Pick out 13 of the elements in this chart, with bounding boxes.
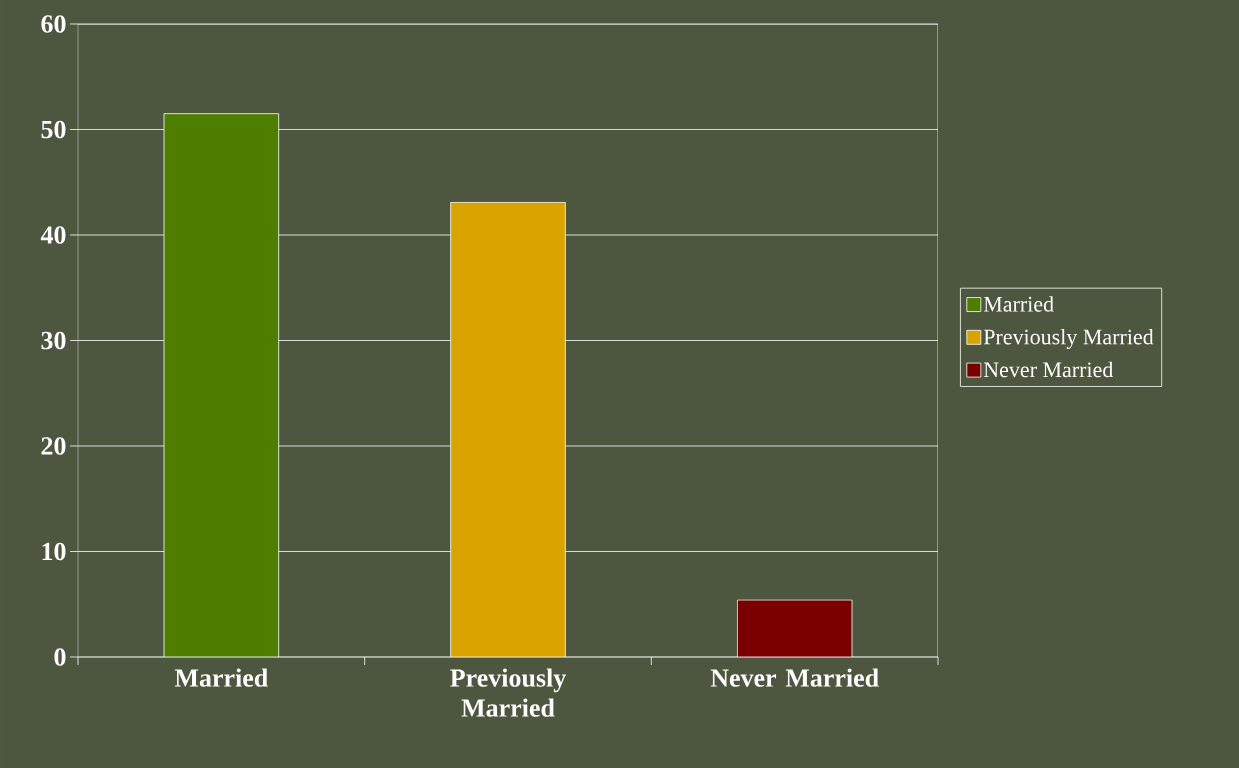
x-tick-label: Never Married xyxy=(710,668,879,687)
legend-label: Never Married xyxy=(983,361,1114,378)
legend-label: Previously Married xyxy=(983,328,1154,349)
y-tick-label: 0 xyxy=(54,648,66,666)
y-tick-label: 30 xyxy=(41,331,66,350)
y-tick-label: 20 xyxy=(41,437,66,455)
y-tick-label: 60 xyxy=(41,15,66,33)
y-tick-label: 10 xyxy=(42,542,66,561)
y-tick-label: 50 xyxy=(41,120,66,139)
x-tick-label: Married xyxy=(174,668,268,687)
y-tick-label: 40 xyxy=(40,226,66,244)
legend-label: Married xyxy=(983,296,1054,312)
x-tick-label: Previously Married xyxy=(450,668,567,717)
